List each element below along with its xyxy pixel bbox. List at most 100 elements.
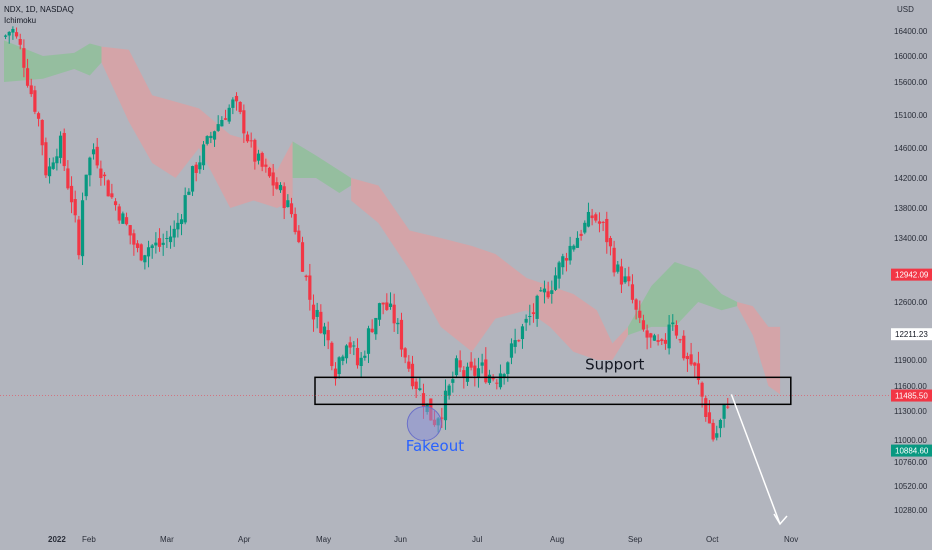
candle-body[interactable] bbox=[557, 262, 561, 279]
candle-body[interactable] bbox=[524, 318, 528, 323]
candle-body[interactable] bbox=[22, 48, 26, 68]
candle-body[interactable] bbox=[509, 343, 514, 358]
candle-body[interactable] bbox=[506, 362, 510, 374]
candle-body[interactable] bbox=[33, 90, 37, 112]
candle-body[interactable] bbox=[462, 370, 466, 377]
candle-body[interactable] bbox=[300, 242, 305, 272]
candle-body[interactable] bbox=[113, 201, 118, 206]
candle-body[interactable] bbox=[62, 132, 66, 167]
candle-body[interactable] bbox=[487, 374, 492, 383]
candle-body[interactable] bbox=[366, 328, 371, 354]
candle-body[interactable] bbox=[663, 339, 668, 344]
candle-body[interactable] bbox=[682, 335, 686, 359]
candle-body[interactable] bbox=[264, 164, 268, 167]
candle-body[interactable] bbox=[454, 358, 459, 376]
candle-body[interactable] bbox=[139, 244, 143, 261]
candle-body[interactable] bbox=[253, 139, 257, 162]
candle-body[interactable] bbox=[117, 206, 121, 221]
candle-body[interactable] bbox=[209, 135, 213, 139]
candle-body[interactable] bbox=[260, 152, 264, 167]
candle-body[interactable] bbox=[407, 361, 411, 369]
candle-body[interactable] bbox=[330, 342, 334, 367]
candle-body[interactable] bbox=[161, 242, 165, 245]
candle-body[interactable] bbox=[25, 68, 30, 86]
candle-body[interactable] bbox=[443, 390, 448, 421]
candle-body[interactable] bbox=[498, 373, 503, 388]
candle-body[interactable] bbox=[377, 303, 382, 320]
candle-body[interactable] bbox=[337, 357, 341, 375]
candle-body[interactable] bbox=[308, 275, 312, 300]
candle-body[interactable] bbox=[179, 219, 184, 225]
candle-body[interactable] bbox=[374, 317, 378, 335]
candle-body[interactable] bbox=[58, 135, 63, 158]
candle-body[interactable] bbox=[47, 166, 52, 177]
candle-body[interactable] bbox=[520, 326, 525, 340]
candle-body[interactable] bbox=[465, 366, 470, 382]
candle-body[interactable] bbox=[212, 131, 217, 140]
candle-body[interactable] bbox=[608, 238, 613, 247]
candle-body[interactable] bbox=[561, 256, 565, 268]
candle-body[interactable] bbox=[315, 309, 319, 317]
candle-body[interactable] bbox=[696, 363, 701, 380]
candle-body[interactable] bbox=[128, 225, 132, 236]
candle-body[interactable] bbox=[722, 404, 726, 419]
candle-body[interactable] bbox=[469, 361, 473, 368]
candle-body[interactable] bbox=[623, 276, 627, 283]
candle-body[interactable] bbox=[616, 264, 620, 272]
candle-body[interactable] bbox=[165, 238, 169, 240]
candle-body[interactable] bbox=[238, 101, 242, 113]
projection-arrow[interactable] bbox=[730, 394, 781, 525]
candle-body[interactable] bbox=[627, 276, 631, 282]
candle-body[interactable] bbox=[535, 295, 539, 319]
candle-body[interactable] bbox=[396, 322, 400, 325]
candle-body[interactable] bbox=[590, 215, 594, 219]
candle-body[interactable] bbox=[410, 363, 415, 387]
candle-body[interactable] bbox=[29, 85, 33, 95]
candle-body[interactable] bbox=[275, 182, 279, 189]
candle-body[interactable] bbox=[513, 340, 517, 347]
candle-body[interactable] bbox=[539, 290, 543, 292]
candle-body[interactable] bbox=[216, 124, 220, 131]
candle-body[interactable] bbox=[707, 412, 712, 424]
candle-body[interactable] bbox=[234, 95, 239, 102]
candle-body[interactable] bbox=[403, 348, 407, 358]
candle-body[interactable] bbox=[223, 118, 228, 120]
candle-body[interactable] bbox=[601, 221, 605, 223]
candle-body[interactable] bbox=[344, 345, 349, 359]
candle-body[interactable] bbox=[528, 315, 532, 317]
candle-body[interactable] bbox=[205, 136, 209, 144]
candle-body[interactable] bbox=[51, 162, 55, 169]
candle-body[interactable] bbox=[132, 233, 136, 245]
candle-body[interactable] bbox=[542, 288, 547, 293]
candle-body[interactable] bbox=[146, 247, 151, 257]
candle-body[interactable] bbox=[572, 245, 576, 250]
candle-body[interactable] bbox=[711, 422, 715, 440]
candle-body[interactable] bbox=[440, 417, 444, 419]
candle-body[interactable] bbox=[172, 228, 176, 238]
candle-body[interactable] bbox=[671, 322, 675, 325]
support-zone-box[interactable] bbox=[314, 376, 792, 406]
candle-body[interactable] bbox=[11, 28, 15, 33]
candle-body[interactable] bbox=[44, 142, 48, 176]
candle-body[interactable] bbox=[102, 174, 107, 177]
candle-body[interactable] bbox=[88, 157, 92, 176]
candle-body[interactable] bbox=[447, 385, 451, 396]
candle-body[interactable] bbox=[583, 222, 587, 233]
candle-body[interactable] bbox=[718, 419, 723, 429]
candle-body[interactable] bbox=[168, 236, 173, 243]
candle-body[interactable] bbox=[99, 168, 103, 178]
candle-body[interactable] bbox=[700, 382, 704, 397]
candle-body[interactable] bbox=[667, 324, 671, 349]
candle-body[interactable] bbox=[297, 230, 301, 243]
candle-body[interactable] bbox=[630, 284, 635, 300]
candle-body[interactable] bbox=[231, 99, 235, 108]
candle-body[interactable] bbox=[14, 32, 19, 37]
candle-body[interactable] bbox=[326, 330, 330, 341]
candle-body[interactable] bbox=[242, 110, 246, 134]
candle-body[interactable] bbox=[704, 398, 708, 417]
candle-body[interactable] bbox=[656, 340, 660, 342]
candle-body[interactable] bbox=[531, 312, 536, 315]
candle-body[interactable] bbox=[689, 354, 693, 365]
candle-body[interactable] bbox=[66, 168, 70, 189]
